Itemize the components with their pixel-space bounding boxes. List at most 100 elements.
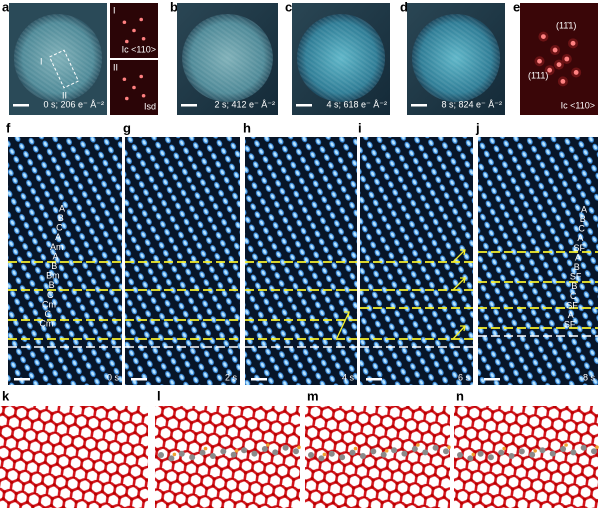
defect-atom [308, 452, 314, 458]
defect-atom [178, 450, 185, 457]
defect-hydrogen [203, 446, 208, 451]
fft-spot [141, 36, 146, 41]
panel-letter: b [170, 0, 178, 14]
stacking-label: C [47, 290, 54, 300]
stacking-label: Am [50, 242, 64, 252]
fft-spot [132, 85, 136, 90]
defect-atom [158, 452, 164, 458]
defect-atom [498, 449, 505, 456]
stacking-label: C [56, 223, 63, 233]
fft-spot [141, 93, 146, 98]
defect-atom [230, 451, 237, 458]
lattice-fringes [411, 14, 501, 102]
diffraction-glow [571, 67, 582, 78]
hrtem-image [125, 137, 240, 385]
stacking-label: A [568, 310, 574, 320]
defect-atom [477, 450, 484, 457]
time-label: 8 s [583, 372, 596, 382]
fft-spot [122, 20, 127, 25]
inset-label: Ic <110> [122, 44, 156, 54]
diffraction-spot [541, 34, 546, 39]
defect-atom [580, 444, 587, 451]
defect-atom [318, 455, 325, 462]
dose-caption: 2 s; 412 e⁻ Å⁻² [214, 99, 275, 109]
scale-bar [296, 104, 312, 107]
defect-hydrogen [471, 452, 476, 457]
inset-numeral: I [113, 5, 116, 15]
time-label: 4 s [342, 372, 355, 382]
scale-bar [131, 378, 147, 381]
defect-hydrogen [322, 452, 327, 457]
defect-atom [411, 446, 418, 452]
panel-letter: g [123, 120, 131, 135]
defect-atom [272, 449, 279, 456]
stacking-label: SF [566, 300, 578, 310]
defect-hydrogen [266, 443, 270, 447]
scale-bar [484, 378, 500, 381]
defect-atom [457, 452, 463, 458]
defect-hydrogen [595, 445, 599, 450]
panel-letter: m [307, 388, 319, 403]
panel-letter: c [285, 0, 292, 14]
defect-atom [261, 446, 268, 452]
stacking-label: A [55, 232, 61, 242]
defect-hydrogen [564, 443, 568, 447]
defect-atom [349, 449, 356, 456]
scale-bar [13, 104, 29, 107]
defect-atom [539, 447, 546, 454]
panel-letter: j [475, 120, 480, 135]
scale-bar [251, 378, 267, 381]
hrtem-image [360, 137, 473, 385]
diffraction-glow [534, 56, 545, 67]
inset-label: Isd [144, 101, 156, 111]
stacking-label: B [51, 261, 57, 271]
defect-atom [570, 449, 577, 456]
defect-atom [328, 450, 335, 457]
energy-label: +30.30 meV per molecule [169, 391, 272, 401]
stacking-label: A [52, 251, 58, 261]
zone-axis: Ic <110> [561, 100, 595, 110]
defect-atom [168, 455, 175, 462]
stacking-label: A [575, 252, 581, 262]
diffraction-spot [552, 47, 558, 53]
defect-hydrogen [447, 445, 451, 450]
shift-arrow [452, 277, 466, 291]
stacking-label: A [577, 233, 583, 243]
panel-letter: l [157, 388, 161, 403]
scale-bar [411, 104, 427, 107]
diffraction-spot [560, 79, 566, 84]
panel-letter: h [243, 120, 251, 135]
fft-spot [132, 28, 136, 33]
defect-atom [401, 450, 408, 457]
panel-letter: d [400, 0, 408, 14]
fft-spot [139, 17, 143, 22]
defect-atom [560, 446, 567, 452]
shift-arrow [452, 249, 466, 263]
defect-atom [422, 449, 429, 456]
stacking-label: Cm [42, 299, 56, 309]
stacking-label: A [59, 203, 65, 213]
diffraction-spot [537, 58, 542, 64]
diffraction-spot [564, 56, 570, 62]
diffraction-spot [573, 70, 579, 75]
fft-spot [125, 39, 129, 44]
lattice-fringes [13, 14, 103, 102]
diffraction-glow [561, 54, 572, 64]
defect-hydrogen [416, 443, 420, 447]
stacking-label: A [581, 204, 587, 214]
stacking-label: B [571, 281, 577, 291]
defect-atom [199, 449, 206, 456]
defect-atom [591, 448, 597, 455]
defect-hydrogen [234, 449, 239, 453]
defect-hydrogen [297, 445, 301, 450]
hrtem-image [478, 137, 598, 385]
defect-atom [443, 448, 449, 455]
defect-hydrogen [384, 449, 389, 453]
energy-label: +43.58 meV per molecule [319, 391, 422, 401]
hrtem-image [8, 137, 122, 385]
defect-atom [241, 447, 248, 454]
panel-letter: i [358, 120, 362, 135]
scale-bar [14, 378, 30, 381]
stacking-label: Bm [46, 271, 60, 281]
